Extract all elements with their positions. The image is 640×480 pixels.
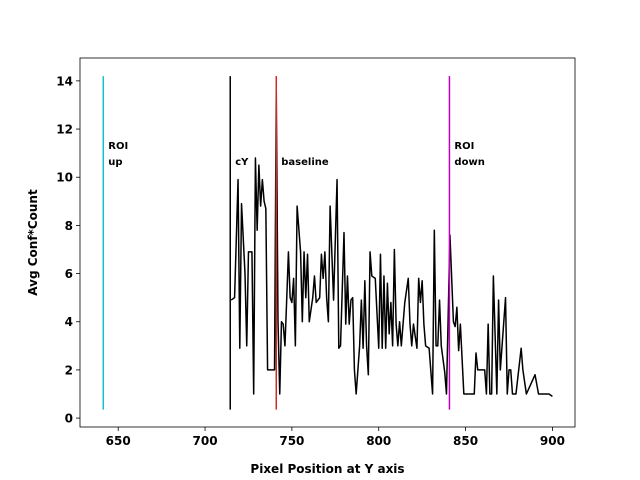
y-tick-label: 14 — [56, 74, 73, 88]
x-tick-label: 850 — [453, 434, 478, 448]
marker-label: down — [454, 157, 484, 168]
marker-label: up — [108, 157, 122, 168]
plot-frame — [79, 57, 576, 428]
y-tick-label: 8 — [65, 219, 73, 233]
marker-label: ROI — [108, 141, 128, 152]
x-tick-label: 900 — [540, 434, 565, 448]
y-tick-label: 6 — [65, 267, 73, 281]
marker-label: baseline — [281, 157, 329, 168]
data-line — [230, 89, 553, 398]
marker-label: cY — [235, 157, 249, 168]
y-tick-label: 0 — [65, 412, 73, 426]
y-tick-label: 10 — [56, 171, 73, 185]
y-axis-label: Avg Conf*Count — [26, 189, 40, 296]
x-tick-label: 800 — [366, 434, 391, 448]
x-tick-label: 700 — [193, 434, 218, 448]
y-tick-label: 2 — [65, 363, 73, 377]
y-tick-label: 12 — [56, 123, 73, 137]
x-tick-label: 750 — [279, 434, 304, 448]
marker-label: ROI — [454, 141, 474, 152]
y-tick-label: 4 — [65, 315, 73, 329]
x-tick-label: 650 — [106, 434, 131, 448]
x-axis-label: Pixel Position at Y axis — [250, 462, 404, 476]
